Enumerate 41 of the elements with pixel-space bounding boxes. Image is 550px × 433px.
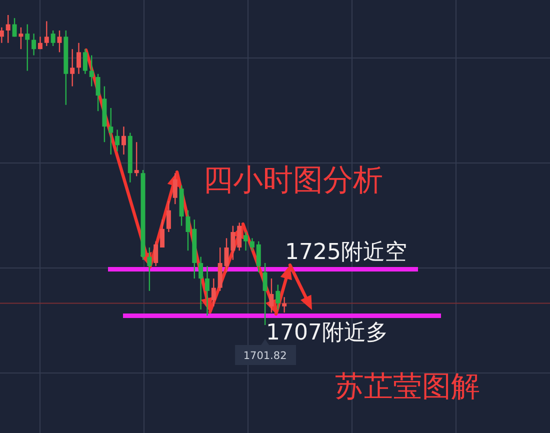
text: 四小时图分析 (203, 163, 383, 198)
candlestick (134, 142, 139, 177)
candlestick (115, 129, 120, 152)
candlestick (76, 42, 82, 74)
candlestick (108, 107, 114, 156)
candlestick (70, 48, 75, 87)
candlestick (12, 18, 17, 38)
candlestick (276, 284, 280, 310)
candlestick (282, 296, 287, 314)
candlestick (89, 54, 94, 87)
ref-line-label: 1707附近多 (266, 320, 388, 346)
candlestick (204, 266, 210, 316)
candlestick (18, 26, 24, 50)
annotation: 1701.82 (243, 350, 287, 362)
candlestick (96, 73, 100, 112)
candlestick (147, 246, 152, 292)
candlestick (262, 262, 268, 326)
candlestick (32, 33, 36, 56)
candlestick (166, 200, 171, 233)
candlestick (121, 126, 126, 156)
candlestick (50, 30, 56, 47)
ref-line-label: 1725附近空 (285, 240, 407, 266)
candlestick (160, 219, 165, 248)
candlestick (250, 238, 254, 252)
candlestick (256, 240, 261, 273)
candlestick (57, 30, 62, 53)
candlestick (244, 231, 248, 252)
candlestick (237, 222, 242, 252)
candlestick (6, 14, 10, 44)
candlestick (269, 278, 274, 314)
candlestick (38, 36, 42, 50)
candlestick (154, 240, 158, 267)
candlestick (172, 172, 178, 205)
candlestick (198, 256, 204, 310)
candlestick (211, 278, 216, 307)
candlestick (0, 26, 4, 44)
candlestick (25, 24, 30, 72)
candlestick (186, 210, 190, 252)
candlestick (44, 20, 49, 47)
text: 苏芷莹图解 (335, 369, 480, 403)
candlestick (82, 48, 88, 74)
